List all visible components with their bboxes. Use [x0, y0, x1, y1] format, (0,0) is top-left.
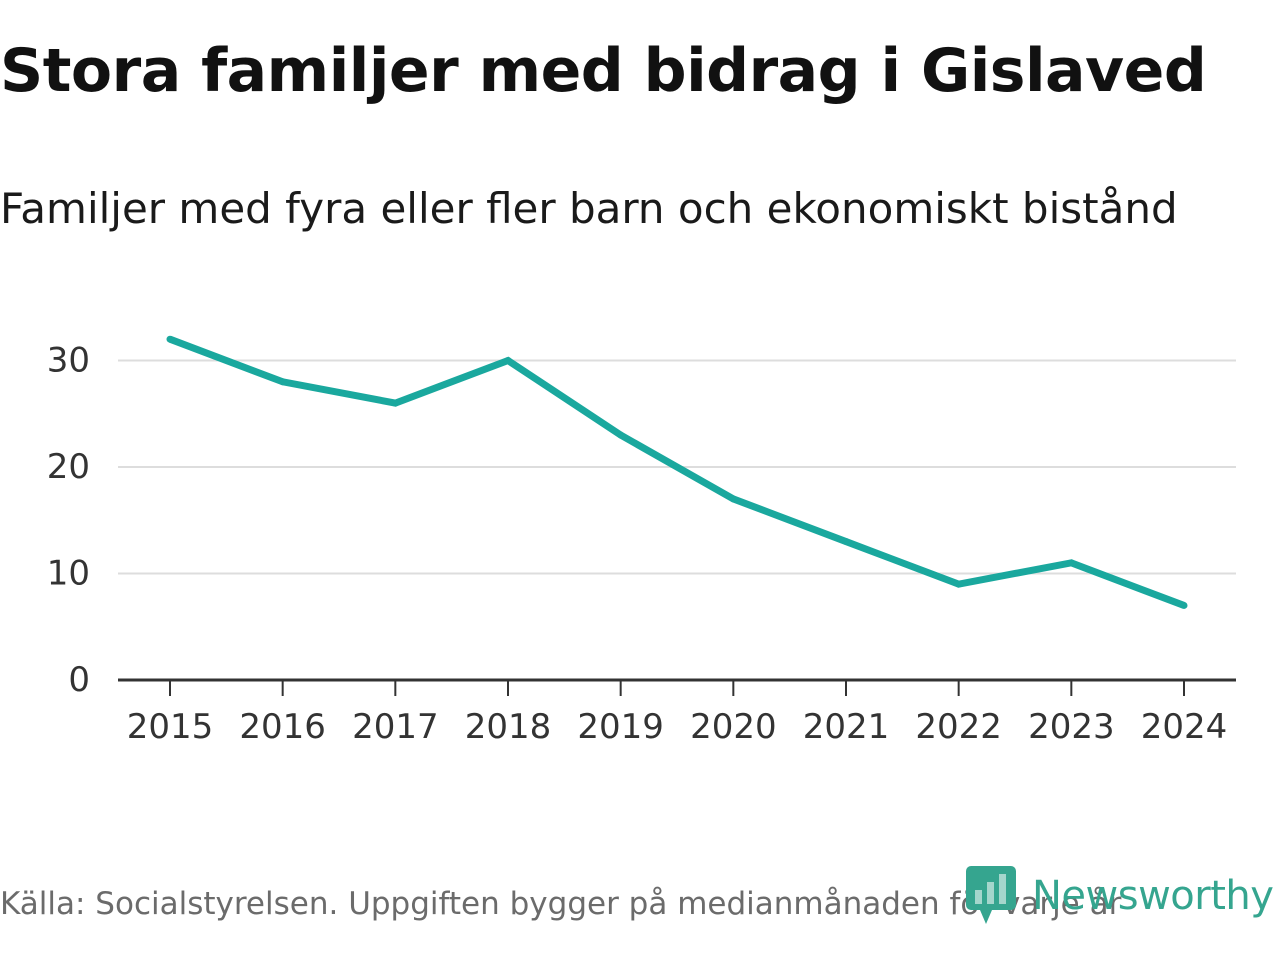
y-axis-labels: 0 10 20 30	[47, 341, 90, 701]
x-tick-label-2018: 2018	[465, 707, 552, 747]
data-point-2024	[1180, 601, 1188, 609]
x-axis: 2015 2016 2017 2018 2019 2020 2021 2022 2023 2024	[118, 678, 1236, 747]
series-layer	[166, 335, 1188, 609]
brand-name: Newsworthy	[1032, 873, 1274, 919]
data-point-2022	[955, 580, 963, 588]
data-point-2019	[617, 431, 625, 439]
data-point-2020	[729, 495, 737, 503]
data-point-2015	[166, 335, 174, 343]
newsworthy-logo-icon	[966, 866, 1016, 924]
y-tick-label-0: 0	[68, 660, 90, 700]
source-note: Källa: Socialstyrelsen. Uppgiften bygger…	[0, 886, 1122, 922]
x-tick-label-2024: 2024	[1141, 707, 1228, 747]
x-tick-label-2019: 2019	[577, 707, 664, 747]
data-point-2021	[842, 538, 850, 546]
y-tick-label-20: 20	[47, 447, 90, 487]
x-tick-label-2020: 2020	[690, 707, 777, 747]
data-point-2023	[1067, 559, 1075, 567]
brand-logo: Newsworthy	[966, 866, 1274, 926]
x-tick-label-2022: 2022	[915, 707, 1002, 747]
data-point-2018	[504, 357, 512, 364]
line-chart: 2015 2016 2017 2018 2019 2020 2021 2022 2023 2024…	[47, 335, 1236, 747]
x-tick-label-2021: 2021	[803, 707, 890, 747]
x-tick-label-2016: 2016	[239, 707, 326, 747]
chart-title: Stora familjer med bidrag i Gislaved	[0, 36, 1207, 106]
x-tick-label-2015: 2015	[127, 707, 214, 747]
data-point-2016	[279, 378, 287, 386]
data-point-2017	[391, 399, 399, 407]
x-tick-label-2017: 2017	[352, 707, 439, 747]
x-tick-label-2023: 2023	[1028, 707, 1115, 747]
series-line-0	[168, 335, 1186, 609]
y-tick-label-10: 10	[47, 554, 90, 594]
chart-subtitle: Familjer med fyra eller fler barn och ek…	[0, 184, 1178, 233]
y-tick-label-30: 30	[47, 341, 90, 381]
